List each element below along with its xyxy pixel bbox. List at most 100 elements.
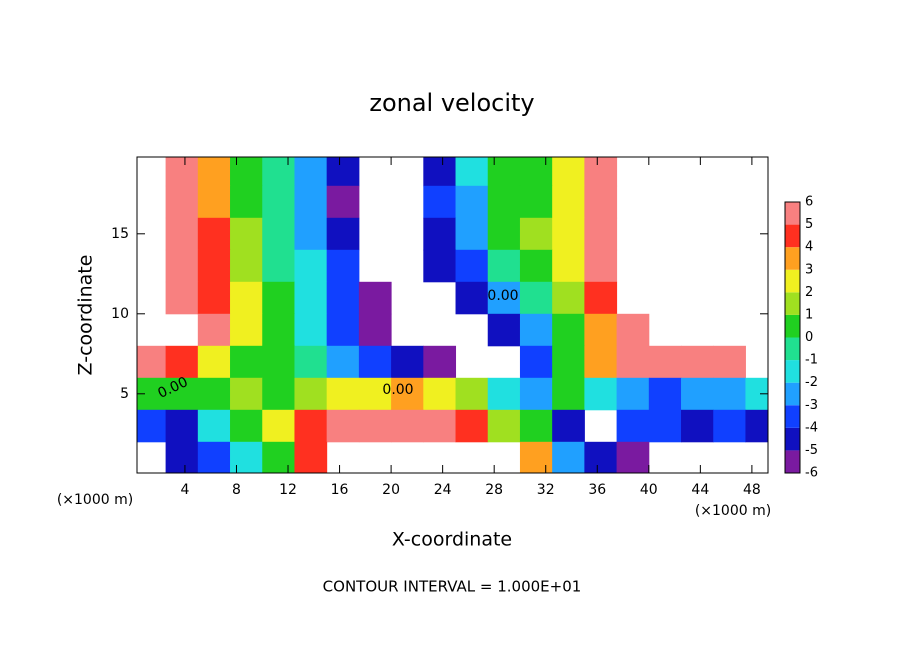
y-tick-label: 10 [111, 306, 129, 322]
colorbar-label: 2 [805, 285, 813, 300]
field-cell [197, 281, 231, 315]
colorbar-label: -2 [805, 375, 818, 390]
field-cell [262, 409, 295, 443]
field-cell [326, 157, 360, 187]
field-cell [616, 377, 650, 411]
y-tick-label: 15 [111, 226, 129, 242]
field-cell [423, 185, 457, 219]
field-cell [294, 185, 328, 219]
field-cell [197, 345, 231, 379]
field-cell [294, 345, 328, 379]
field-cell [197, 185, 231, 219]
contour-label: 0.00 [487, 288, 518, 304]
field-cell [455, 185, 489, 219]
field-cell [294, 157, 328, 187]
field-cell [455, 249, 489, 283]
field-cell [423, 345, 457, 379]
field-cell [616, 313, 650, 347]
field-cell [197, 249, 231, 283]
field-cell [137, 345, 167, 379]
field-cell [552, 217, 585, 251]
field-cell [358, 313, 392, 347]
field-cell [519, 249, 553, 283]
field-cell [455, 409, 489, 443]
field-cell [681, 409, 714, 443]
colorbar-swatch [785, 224, 800, 248]
field-cell [423, 217, 457, 251]
field-cell [584, 185, 618, 219]
colorbar-label: 4 [805, 240, 813, 255]
field-cell [294, 377, 328, 411]
field-cell [326, 185, 360, 219]
field-cell [584, 249, 618, 283]
x-tick-label: 44 [691, 482, 709, 498]
field-cell [455, 217, 489, 251]
chart-title: zonal velocity [369, 89, 534, 117]
field-cell [294, 409, 328, 443]
field-cell [262, 345, 295, 379]
colorbar-swatch [785, 360, 800, 383]
field-cell [165, 441, 199, 473]
x-tick-label: 36 [588, 482, 606, 498]
field-cell [391, 377, 424, 411]
x-tick-label: 4 [180, 482, 189, 498]
colorbar-label: 1 [805, 307, 813, 322]
field-cell [262, 249, 295, 283]
field-cell [584, 377, 618, 411]
x-tick-label: 40 [640, 482, 658, 498]
colorbar-label: 6 [805, 195, 813, 210]
field-cell [230, 313, 263, 347]
field-cell [326, 345, 360, 379]
colorbar-swatch [785, 405, 800, 428]
field-cell [165, 157, 199, 187]
field-cell [745, 409, 768, 443]
field-cell [294, 441, 328, 473]
field-cell [745, 377, 768, 411]
field-cell [584, 157, 618, 187]
field-cell [326, 281, 360, 315]
x-unit-label: (×1000 m) [695, 503, 771, 519]
colorbar-frame [784, 201, 801, 474]
field-cell [326, 217, 360, 251]
field-cell [648, 345, 682, 379]
field-cell [552, 185, 585, 219]
colorbar-swatch [785, 202, 800, 225]
x-tick-label: 12 [279, 482, 297, 498]
field-cell [165, 217, 199, 251]
field-cell [391, 409, 424, 443]
field-cell [197, 157, 231, 187]
colorbar-swatch [785, 247, 800, 270]
x-tick-label: 28 [485, 482, 503, 498]
field-cell [519, 345, 553, 379]
field-cell [326, 377, 360, 411]
field-cell [230, 345, 263, 379]
field-cell [648, 377, 682, 411]
colorbar-swatch [785, 314, 800, 338]
field-cell [584, 441, 618, 473]
field-cell [552, 409, 585, 443]
field-cell [197, 377, 231, 411]
x-tick-label: 48 [743, 482, 761, 498]
colorbar-label: 0 [805, 330, 813, 345]
field-cell [519, 185, 553, 219]
field-cell [713, 377, 746, 411]
field-cell [294, 217, 328, 251]
field-cell [230, 157, 263, 187]
field-cell [552, 249, 585, 283]
field-cell [294, 249, 328, 283]
field-cell [584, 313, 618, 347]
field-cell [262, 157, 295, 187]
field-cell [487, 409, 521, 443]
field-cell [519, 157, 553, 187]
field-cell [584, 217, 618, 251]
field-cell [423, 409, 457, 443]
x-axis-label: X-coordinate [392, 529, 512, 551]
field-cell [455, 281, 489, 315]
field-cell [230, 441, 263, 473]
colorbar-swatch [785, 337, 800, 361]
field-cell [552, 313, 585, 347]
field-cell [230, 249, 263, 283]
x-tick-label: 24 [434, 482, 452, 498]
contour-label: 0.00 [382, 382, 413, 398]
